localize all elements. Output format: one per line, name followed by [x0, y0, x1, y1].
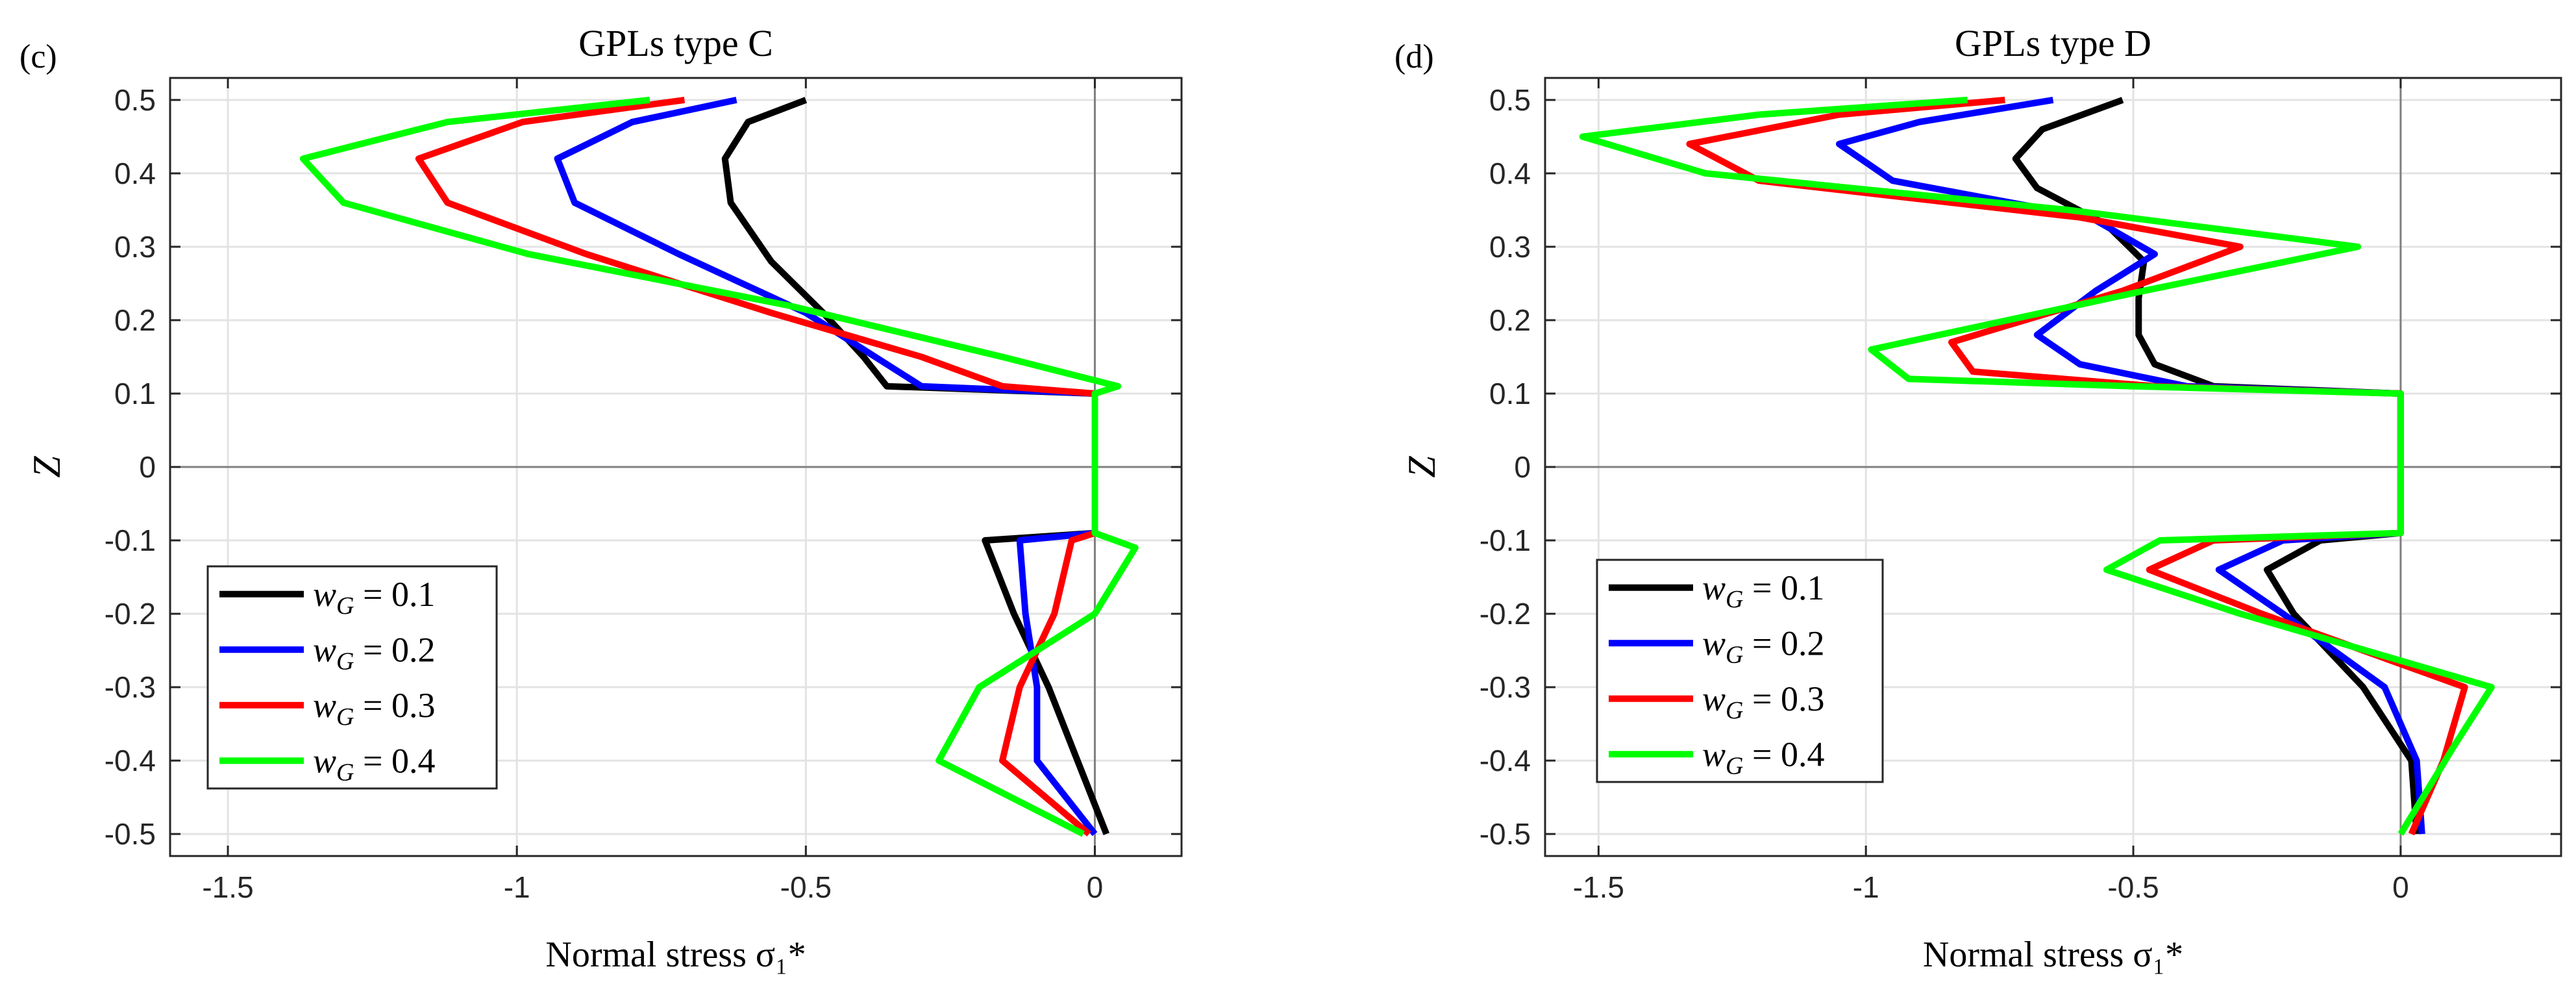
legend: wG = 0.1 wG = 0.2 wG = 0.3 wG = 0.4 [206, 565, 498, 790]
y-tick-label: -0.2 [1480, 597, 1531, 631]
x-tick-label: 0 [2392, 870, 2409, 904]
y-tick-label: 0.4 [114, 157, 156, 190]
legend-box [206, 565, 498, 790]
legend-label-3: wG = 0.4 [1702, 735, 1824, 779]
y-tick-label: 0.1 [1489, 377, 1531, 410]
y-tick-label: -0.2 [105, 597, 156, 631]
series-line-3 [1579, 96, 2495, 836]
x-tick-label: -1.5 [1573, 870, 1624, 904]
panel-label: (c) [19, 38, 57, 75]
legend-label-1: wG = 0.2 [1702, 623, 1824, 668]
panel-d: -1.5 -1 -0.5 0 0.5 0.4 0.3 0.2 0.1 0 -0.1 -0.2 -0.3 -… [1394, 22, 2562, 975]
x-tick-label: -0.5 [2107, 870, 2159, 904]
y-tick-label: 0.1 [114, 377, 156, 410]
y-tick-label: 0.2 [114, 303, 156, 337]
x-tick-label: -1 [1853, 870, 1879, 904]
y-tick-label: 0 [1514, 450, 1531, 484]
panel-c: -1.5 -1 -0.5 0 0.5 0.4 0.3 0.2 0.1 0 -0.1 -0.2 -0.3 -… [19, 22, 1183, 975]
chart-title: GPLs type C [578, 22, 773, 64]
x-tick-label: -1 [504, 870, 530, 904]
y-tick-label: 0.3 [1489, 230, 1531, 264]
legend-label-1: wG = 0.2 [313, 630, 435, 675]
y-tick-label: -0.3 [1480, 670, 1531, 704]
series-line-2 [415, 96, 1098, 837]
chart-title: GPLs type D [1955, 22, 2151, 64]
y-axis-label: Z [25, 456, 68, 478]
x-tick-label: -1.5 [202, 870, 253, 904]
y-tick-label: -0.1 [105, 523, 156, 557]
legend-label-0: wG = 0.1 [1702, 568, 1824, 613]
panel-label: (d) [1394, 38, 1434, 75]
y-tick-label: -0.5 [105, 817, 156, 851]
y-tick-label: -0.5 [1480, 817, 1531, 851]
x-axis-label: Normal stress σ₁* [545, 935, 806, 975]
y-tick-label: -0.4 [1480, 744, 1531, 777]
y-tick-label: -0.3 [105, 670, 156, 704]
y-tick-label: -0.1 [1480, 523, 1531, 557]
y-tick-label: 0.5 [114, 83, 156, 117]
series-line-0 [721, 97, 1109, 835]
legend-label-2: wG = 0.3 [313, 686, 435, 731]
x-axis-label: Normal stress σ₁* [1923, 935, 2183, 975]
y-tick-label: 0 [139, 450, 156, 484]
x-tick-label: -0.5 [780, 870, 832, 904]
legend-label-0: wG = 0.1 [313, 575, 435, 620]
series-line-3 [299, 96, 1139, 837]
y-tick-label: 0.3 [114, 230, 156, 264]
y-tick-label: 0.2 [1489, 303, 1531, 337]
legend-label-2: wG = 0.3 [1702, 679, 1824, 724]
legend-label-3: wG = 0.4 [313, 741, 435, 786]
y-axis-label: Z [1400, 456, 1443, 478]
y-tick-label: 0.4 [1489, 157, 1531, 190]
x-tick-label: 0 [1087, 870, 1104, 904]
y-tick-label: 0.5 [1489, 83, 1531, 117]
y-tick-label: -0.4 [105, 744, 156, 777]
legend-box [1596, 559, 1884, 783]
legend: wG = 0.1 wG = 0.2 wG = 0.3 wG = 0.4 [1596, 559, 1884, 783]
